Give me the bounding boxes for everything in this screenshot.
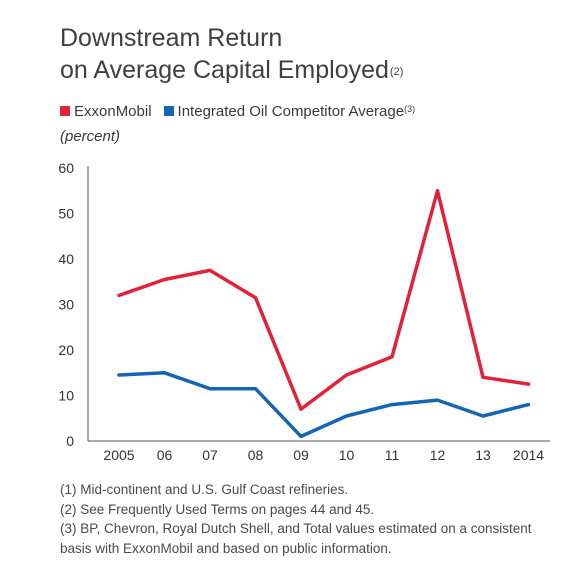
chart-title: Downstream Return on Average Capital Emp… <box>60 22 540 86</box>
title-line-2: on Average Capital Employed(2) <box>60 54 540 86</box>
line-chart: 0 10 20 30 40 50 60 2005 06 07 08 09 10 11 12 13 2014 <box>58 160 550 463</box>
chart-legend: ExxonMobil Integrated Oil Competitor Ave… <box>60 101 427 121</box>
legend-footnote-ref: (3) <box>404 104 416 114</box>
exxonmobil-point <box>435 189 440 193</box>
legend-swatch-exxonmobil <box>60 106 70 116</box>
x-tick-label: 12 <box>430 447 446 463</box>
legend-item-competitor-average: Integrated Oil Competitor Average (3) <box>163 102 416 120</box>
exxonmobil-point <box>299 407 303 411</box>
competitor-average-point <box>208 387 212 391</box>
x-tick-label: 11 <box>385 447 400 463</box>
series-line-competitor-average <box>117 371 531 439</box>
y-tick-label: 60 <box>58 160 74 176</box>
footnote-2: (2) See Frequently Used Terms on pages 4… <box>60 501 375 517</box>
legend-swatch-competitor-average <box>163 106 174 116</box>
competitor-average-point <box>253 387 258 391</box>
y-tick-label: 50 <box>58 206 74 222</box>
x-tick-label: 13 <box>475 447 491 463</box>
competitor-average-point <box>526 403 531 407</box>
y-tick-label: 40 <box>58 251 74 267</box>
y-axis-unit-label: (percent) <box>60 128 121 145</box>
competitor-average-point <box>117 373 121 377</box>
exxonmobil-point <box>390 355 394 359</box>
exxonmobil-point <box>526 382 531 386</box>
legend-item-exxonmobil: ExxonMobil <box>60 103 152 120</box>
x-tick-label: 10 <box>339 447 355 463</box>
x-tick-label: 07 <box>202 447 218 463</box>
footnote-3: (3) BP, Chevron, Royal Dutch Shell, and … <box>60 521 532 556</box>
x-tick-label: 06 <box>157 447 173 463</box>
exxonmobil-point <box>481 375 485 379</box>
competitor-average-point <box>481 414 485 418</box>
legend-label-competitor-average: Integrated Oil Competitor Average <box>177 102 405 120</box>
footnotes: (1) Mid-continent and U.S. Gulf Coast re… <box>60 480 565 558</box>
chart-series <box>117 189 531 439</box>
x-tick-label: 2014 <box>513 447 544 463</box>
competitor-average-point <box>162 371 167 375</box>
exxonmobil-point <box>208 268 212 272</box>
title-line-1: Downstream Return <box>60 24 283 52</box>
title-line-2-text: on Average Capital Employed <box>60 56 389 84</box>
exxonmobil-point <box>344 373 349 377</box>
exxonmobil-point <box>253 296 258 300</box>
title-footnote-ref: (2) <box>389 66 404 78</box>
competitor-average-point <box>299 434 303 439</box>
x-tick-label: 09 <box>293 447 309 463</box>
legend-label-exxonmobil: ExxonMobil <box>74 102 152 120</box>
competitor-average-point <box>344 414 349 418</box>
y-tick-label: 0 <box>66 433 74 449</box>
x-tick-label: 2005 <box>103 447 134 463</box>
competitor-average-point <box>435 398 440 402</box>
competitor-average-point <box>390 403 394 407</box>
exxonmobil-point <box>162 277 167 282</box>
series-line-exxonmobil <box>117 189 531 411</box>
y-tick-label: 10 <box>58 388 74 404</box>
x-tick-label: 08 <box>248 447 264 463</box>
footnote-1: (1) Mid-continent and U.S. Gulf Coast re… <box>60 482 349 497</box>
exxonmobil-point <box>117 293 121 297</box>
chart-axes: 0 10 20 30 40 50 60 2005 06 07 08 09 10 11 12 13 2014 <box>58 160 550 463</box>
y-tick-label: 20 <box>58 342 74 358</box>
y-tick-label: 30 <box>58 297 74 313</box>
